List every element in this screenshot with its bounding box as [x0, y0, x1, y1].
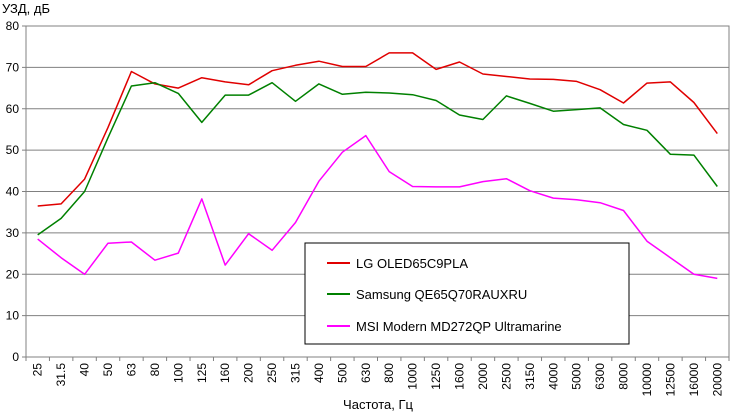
series-lines: [37, 52, 718, 280]
x-tick-label: 500: [335, 363, 349, 383]
x-tick-label: 16000: [687, 363, 701, 397]
x-tick-label: 400: [312, 363, 326, 383]
y-tick-label: 60: [6, 102, 20, 116]
y-tick-label: 70: [6, 60, 20, 74]
x-tick-label: 6300: [593, 363, 607, 390]
x-tick-label: 4000: [546, 363, 560, 390]
x-tick-label: 630: [359, 363, 373, 383]
y-ticks: 0 10 20 30 40 50 60 70 80: [6, 19, 26, 364]
x-tick-label: 25: [31, 363, 45, 377]
x-tick-label: 2000: [476, 363, 490, 390]
y-tick-label: 40: [6, 185, 20, 199]
x-tick-label: 250: [265, 363, 279, 383]
x-tick-label: 63: [124, 363, 138, 377]
y-tick-label: 30: [6, 226, 20, 240]
series-line: [37, 81, 718, 236]
x-tick-label: 3150: [523, 363, 537, 390]
series-line: [37, 52, 718, 207]
series-line: [37, 134, 718, 280]
x-tick-label: 200: [242, 363, 256, 383]
x-axis-label: Частота, Гц: [343, 397, 413, 412]
y-tick-label: 0: [12, 350, 19, 364]
x-ticks: 25 31.5 40 50 63 80 100 125 160 200 250 315 400 500 63…: [25, 357, 730, 397]
legend-label: Samsung QE65Q70RAUXRU: [356, 287, 527, 302]
y-tick-label: 20: [6, 267, 20, 281]
legend-box: [304, 242, 630, 345]
x-tick-label: 2500: [499, 363, 513, 390]
x-tick-label: 8000: [617, 363, 631, 390]
y-tick-label: 50: [6, 143, 20, 157]
y-tick-label: 10: [6, 309, 20, 323]
x-tick-label: 12500: [663, 363, 677, 397]
x-tick-label: 1600: [453, 363, 467, 390]
x-tick-label: 125: [195, 363, 209, 383]
x-tick-label: 80: [148, 363, 162, 377]
x-tick-label: 800: [382, 363, 396, 383]
x-tick-label: 5000: [570, 363, 584, 390]
x-tick-label: 100: [171, 363, 185, 383]
x-tick-label: 10000: [640, 363, 654, 397]
grid-lines: [26, 66, 729, 317]
x-tick-label: 31.5: [54, 363, 68, 387]
legend-label: LG OLED65C9PLA: [356, 256, 468, 271]
x-tick-label: 1250: [429, 363, 443, 390]
x-tick-label: 40: [78, 363, 92, 377]
x-tick-label: 315: [288, 363, 302, 383]
x-tick-label: 160: [218, 363, 232, 383]
y-axis-label: УЗД, дБ: [2, 1, 50, 16]
y-tick-label: 80: [6, 19, 20, 33]
legend: LG OLED65C9PLA Samsung QE65Q70RAUXRU MSI M…: [304, 242, 630, 345]
x-tick-label: 1000: [406, 363, 420, 390]
x-tick-label: 20000: [710, 363, 724, 397]
x-tick-label: 50: [101, 363, 115, 377]
legend-label: MSI Modern MD272QP Ultramarine: [356, 319, 562, 334]
